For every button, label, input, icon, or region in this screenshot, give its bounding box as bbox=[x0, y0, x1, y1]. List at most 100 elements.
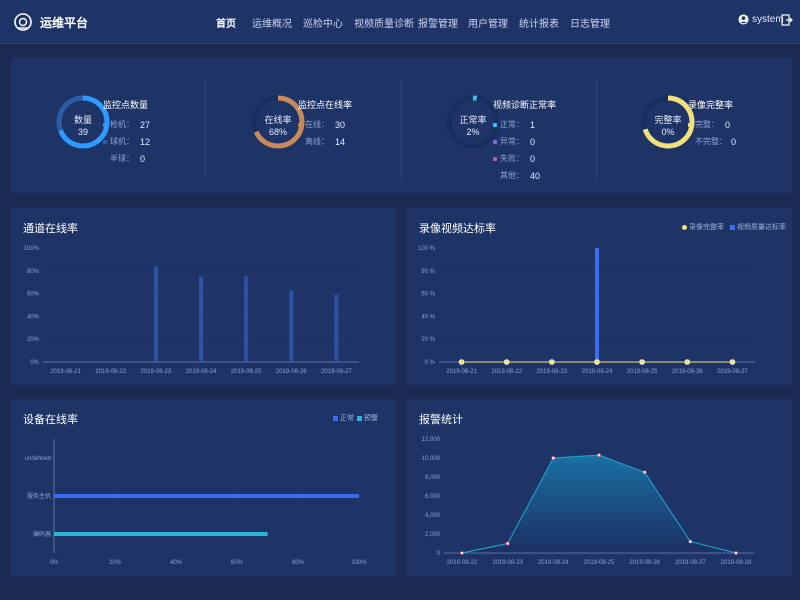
record-xtick: 2019-08-21 bbox=[446, 369, 477, 375]
legend-warn-label: 预警 bbox=[364, 415, 378, 422]
record-title: 录像完整率 bbox=[688, 100, 734, 110]
divider-2 bbox=[401, 80, 402, 180]
diagnosis-dot-1 bbox=[493, 122, 497, 127]
online-title: 监控点在线率 bbox=[298, 100, 353, 110]
record-ytick: 100 % bbox=[418, 246, 436, 252]
monitor-row-dome: 球机： 12 bbox=[103, 136, 150, 147]
record-xtick: 2019-08-26 bbox=[672, 369, 703, 375]
stat-online: 在线率 68% 监控点在线率 在线： 30 离线： 14 bbox=[206, 58, 401, 188]
channel-xtick: 2019-08-25 bbox=[231, 369, 262, 375]
record-rate-panel: 录像视频达标率 录像完整率 视频质量达标率 0 % 20 % 40 % 60 % 80 … bbox=[407, 208, 792, 385]
record-ring bbox=[641, 95, 695, 149]
user-menu[interactable]: system bbox=[738, 14, 784, 25]
record-complete-point bbox=[503, 359, 510, 365]
record-complete-point bbox=[639, 359, 645, 365]
online-ring-arc bbox=[251, 95, 305, 149]
diagnosis-row-other: 其他： 40 bbox=[493, 170, 540, 181]
nav-overview[interactable]: 运维概况 bbox=[252, 19, 292, 30]
alarm-point bbox=[642, 470, 647, 475]
diagnosis-row-normal: 正常： 1 bbox=[493, 119, 535, 130]
channel-xtick: 2019-08-21 bbox=[50, 369, 81, 375]
channel-ytick: 80% bbox=[27, 269, 40, 275]
channel-ytick: 100% bbox=[24, 246, 40, 252]
alarm-xtick: 2019-08-24 bbox=[538, 560, 569, 566]
record-dot-2 bbox=[688, 139, 692, 144]
monitor-row-gun: 枪机： 27 bbox=[103, 119, 150, 130]
online-ring-label: 在线率 bbox=[264, 115, 292, 125]
nav-alarm[interactable]: 报警管理 bbox=[418, 19, 458, 30]
nav-users[interactable]: 用户管理 bbox=[468, 19, 508, 30]
channel-online-panel: 通道在线率 0% 20% 40% 60% 80% 100% 2019-08-21 2019-0… bbox=[11, 208, 396, 385]
device-online-legend[interactable]: 正常 预警 bbox=[333, 413, 378, 423]
channel-ytick: 40% bbox=[27, 314, 40, 320]
record-ytick: 60 % bbox=[421, 292, 435, 298]
record-ytick: 40 % bbox=[421, 314, 435, 320]
channel-xtick: 2019-08-22 bbox=[95, 369, 126, 375]
alarm-point bbox=[505, 541, 510, 546]
online-dot-2 bbox=[298, 139, 302, 144]
alarm-point bbox=[734, 551, 738, 555]
alarm-point bbox=[688, 539, 693, 544]
stat-diagnosis: 正常率 2% 视频诊断正常率 正常： 1 异常： 0 失败： 0 其他： 40 bbox=[401, 58, 596, 188]
alarm-area bbox=[462, 455, 736, 553]
alarm-xtick: 2019-08-27 bbox=[675, 560, 706, 566]
monitor-ring-value: 39 bbox=[77, 127, 88, 137]
app-logo[interactable]: 运维平台 bbox=[12, 12, 88, 32]
legend-swatch-warn bbox=[357, 415, 362, 421]
online-ring-value: 68% bbox=[268, 127, 287, 137]
channel-xtick: 2019-08-27 bbox=[321, 369, 352, 375]
alarm-point bbox=[460, 551, 464, 555]
stat-monitor: 数量 39 监控点数量 枪机： 27 球机： 12 半球： 0 bbox=[11, 58, 206, 188]
device-xtick: 0% bbox=[50, 560, 59, 566]
diagnosis-row-abnormal: 异常： 0 bbox=[493, 136, 535, 147]
alarm-xtick: 2019-08-26 bbox=[629, 560, 660, 566]
nav-video-diagnosis[interactable]: 视频质量诊断 bbox=[354, 19, 414, 30]
device-bar-normal bbox=[54, 494, 359, 498]
record-quality-bar bbox=[595, 248, 599, 362]
nav-reports[interactable]: 统计报表 bbox=[519, 19, 559, 30]
diagnosis-dot-2 bbox=[493, 139, 497, 144]
diagnosis-ring bbox=[446, 95, 500, 149]
diagnosis-ring-value: 2% bbox=[466, 127, 480, 137]
alarm-point bbox=[551, 456, 556, 460]
diagnosis-ring-arc bbox=[446, 95, 500, 149]
device-ytick: undefined bbox=[25, 456, 51, 462]
nav-inspection[interactable]: 巡检中心 bbox=[303, 19, 343, 30]
channel-online-chart: 0% 20% 40% 60% 80% 100% 2019-08-21 2019-08-22 20… bbox=[24, 246, 359, 375]
monitor-title: 监控点数量 bbox=[103, 100, 149, 110]
diagnosis-ring-label: 正常率 bbox=[459, 115, 487, 125]
online-row-online: 在线： 30 bbox=[298, 119, 345, 130]
alarm-xtick: 2019-08-23 bbox=[492, 560, 523, 566]
alarm-xtick: 2019-08-22 bbox=[447, 560, 478, 566]
alarm-ytick: 4,000 bbox=[425, 513, 441, 519]
device-ytick: 编码器 bbox=[33, 530, 51, 538]
device-xtick: 40% bbox=[170, 560, 183, 566]
logo-icon bbox=[14, 13, 32, 31]
channel-online-title: 通道在线率 bbox=[23, 223, 78, 235]
alarm-ytick: 8,000 bbox=[425, 475, 441, 481]
record-complete-point bbox=[684, 359, 691, 365]
record-ring-label: 完整率 bbox=[654, 115, 682, 125]
record-ytick: 20 % bbox=[421, 337, 435, 343]
alarm-xtick: 2019-08-28 bbox=[721, 560, 752, 566]
logout-icon[interactable] bbox=[781, 14, 793, 26]
online-row-offline: 离线： 14 bbox=[298, 136, 345, 147]
monitor-row-half: 半球： 0 bbox=[103, 153, 145, 164]
monitor-ring-arc-2 bbox=[56, 95, 110, 149]
divider-1 bbox=[205, 80, 206, 180]
record-rate-legend[interactable]: 录像完整率 视频质量达标率 bbox=[682, 222, 786, 232]
record-xtick: 2019-08-23 bbox=[537, 369, 568, 375]
alarm-xtick: 2019-08-25 bbox=[584, 560, 615, 566]
user-icon bbox=[738, 14, 749, 25]
record-xtick: 2019-08-25 bbox=[627, 369, 658, 375]
record-row-complete: 完整： 0 bbox=[688, 119, 730, 130]
device-xtick: 20% bbox=[109, 560, 122, 566]
nav-logs[interactable]: 日志管理 bbox=[570, 19, 610, 30]
nav-home[interactable]: 首页 bbox=[216, 19, 236, 30]
alarm-stats-chart: 0 2,000 4,000 6,000 8,000 10,000 12,000 2019-08… bbox=[422, 437, 754, 566]
legend-swatch-normal bbox=[333, 415, 338, 421]
alarm-ytick: 10,000 bbox=[422, 456, 441, 462]
legend-swatch-record bbox=[682, 224, 687, 230]
channel-xtick: 2019-08-24 bbox=[186, 369, 217, 375]
alarm-stats-panel: 报警统计 0 2,000 4,000 6,000 8,000 10,000 12,000 20… bbox=[407, 399, 792, 576]
